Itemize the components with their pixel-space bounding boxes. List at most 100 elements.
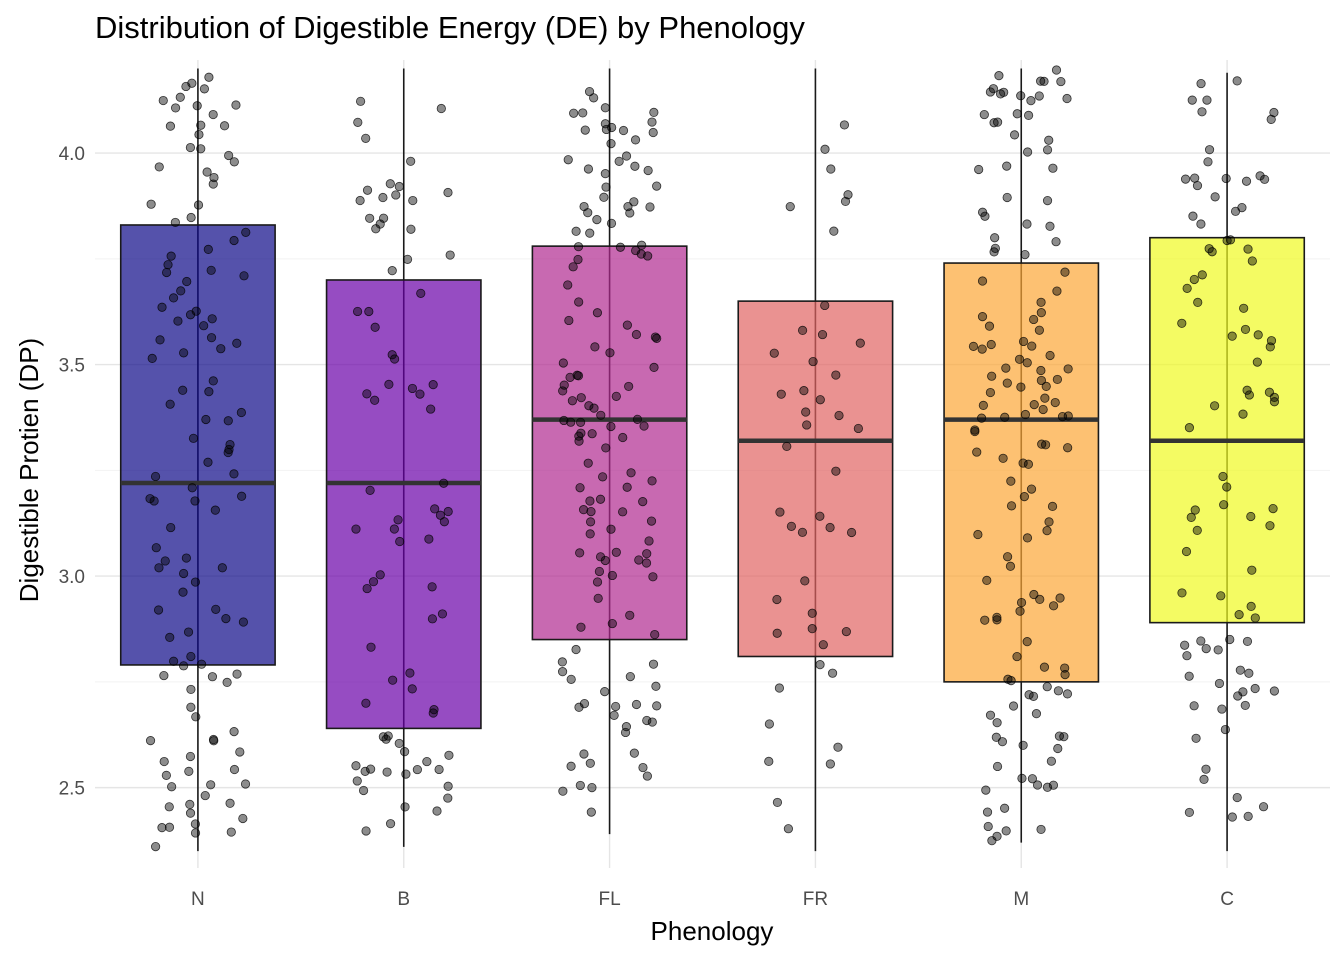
x-tick-label: FR xyxy=(803,889,828,910)
jitter-point xyxy=(642,549,652,559)
jitter-point xyxy=(585,496,595,506)
jitter-point xyxy=(1266,114,1276,124)
jitter-point xyxy=(595,494,606,504)
jitter-point xyxy=(358,785,369,796)
jitter-point xyxy=(576,417,586,427)
jitter-point xyxy=(649,107,659,118)
jitter-point xyxy=(783,824,794,834)
jitter-point xyxy=(589,93,599,103)
jitter-point xyxy=(370,395,380,405)
jitter-point xyxy=(1006,476,1016,486)
jitter-point xyxy=(818,640,828,650)
jitter-point xyxy=(170,103,181,113)
jitter-point xyxy=(351,761,361,771)
jitter-point xyxy=(595,552,606,562)
jitter-point xyxy=(1232,792,1242,803)
jitter-point xyxy=(1187,95,1197,105)
jitter-point xyxy=(855,338,865,348)
jitter-point xyxy=(240,779,251,789)
jitter-point xyxy=(238,813,248,824)
jitter-point xyxy=(642,771,652,781)
x-axis-label: Phenology xyxy=(651,916,774,946)
jitter-point xyxy=(1177,318,1187,328)
jitter-point xyxy=(564,315,574,326)
jitter-point xyxy=(1244,668,1254,678)
jitter-point xyxy=(154,162,164,172)
jitter-point xyxy=(566,761,576,771)
jitter-point xyxy=(1184,423,1195,433)
jitter-point xyxy=(976,413,987,423)
jitter-point xyxy=(649,362,659,372)
jitter-point xyxy=(439,478,449,488)
jitter-point xyxy=(182,276,192,287)
jitter-point xyxy=(1243,811,1253,821)
jitter-point xyxy=(585,517,596,527)
jitter-point xyxy=(985,710,996,720)
jitter-point xyxy=(235,747,245,757)
jitter-point xyxy=(206,780,216,790)
jitter-point xyxy=(183,627,194,637)
jitter-point xyxy=(1216,591,1226,601)
jitter-point xyxy=(165,632,175,643)
jitter-point xyxy=(1233,691,1243,701)
jitter-point xyxy=(802,420,812,430)
jitter-point xyxy=(385,179,395,189)
jitter-point xyxy=(385,819,396,829)
jitter-point xyxy=(834,410,844,421)
jitter-point xyxy=(607,618,617,629)
jitter-point xyxy=(625,610,635,620)
jitter-point xyxy=(1055,593,1065,603)
jitter-point xyxy=(980,615,990,625)
jitter-point xyxy=(175,92,185,102)
jitter-point xyxy=(998,453,1008,463)
jitter-point xyxy=(839,120,850,130)
jitter-point xyxy=(185,142,196,153)
jitter-point xyxy=(1184,671,1194,681)
jitter-point xyxy=(601,182,611,192)
jitter-point xyxy=(185,808,196,818)
jitter-point xyxy=(840,196,851,207)
jitter-point xyxy=(999,87,1009,97)
jitter-point xyxy=(362,389,372,399)
jitter-point xyxy=(157,302,167,312)
jitter-point xyxy=(566,674,576,684)
jitter-point xyxy=(585,228,595,238)
jitter-point xyxy=(389,524,399,534)
jitter-point xyxy=(196,120,206,130)
jitter-point xyxy=(825,522,835,533)
jitter-point xyxy=(395,536,405,547)
jitter-point xyxy=(997,737,1008,747)
jitter-point xyxy=(190,496,200,506)
jitter-point xyxy=(393,515,403,525)
jitter-point xyxy=(203,457,213,467)
jitter-point xyxy=(186,684,196,695)
jitter-point xyxy=(1026,96,1036,106)
jitter-point xyxy=(833,742,843,752)
jitter-point xyxy=(184,766,194,776)
jitter-point xyxy=(587,782,597,793)
jitter-point xyxy=(361,698,371,708)
jitter-point xyxy=(992,831,1002,841)
jitter-point xyxy=(400,802,410,812)
y-axis-label: Digestible Protien (DP) xyxy=(14,338,44,602)
jitter-point xyxy=(365,485,375,495)
jitter-point xyxy=(648,572,658,582)
jitter-point xyxy=(429,705,439,715)
jitter-point xyxy=(573,242,584,252)
jitter-point xyxy=(815,511,825,521)
jitter-point xyxy=(643,165,653,176)
jitter-point xyxy=(1222,235,1232,246)
jitter-point xyxy=(426,404,436,414)
jitter-point xyxy=(1219,500,1229,510)
jitter-point xyxy=(1020,249,1030,260)
jitter-point xyxy=(1238,409,1248,419)
jitter-point xyxy=(578,505,589,515)
jitter-point xyxy=(353,117,363,127)
jitter-point xyxy=(1000,412,1010,422)
jitter-point xyxy=(167,782,177,792)
jitter-point xyxy=(199,321,209,331)
jitter-point xyxy=(1022,533,1033,543)
jitter-point xyxy=(365,213,375,223)
jitter-point xyxy=(199,84,210,94)
jitter-point xyxy=(592,308,603,318)
